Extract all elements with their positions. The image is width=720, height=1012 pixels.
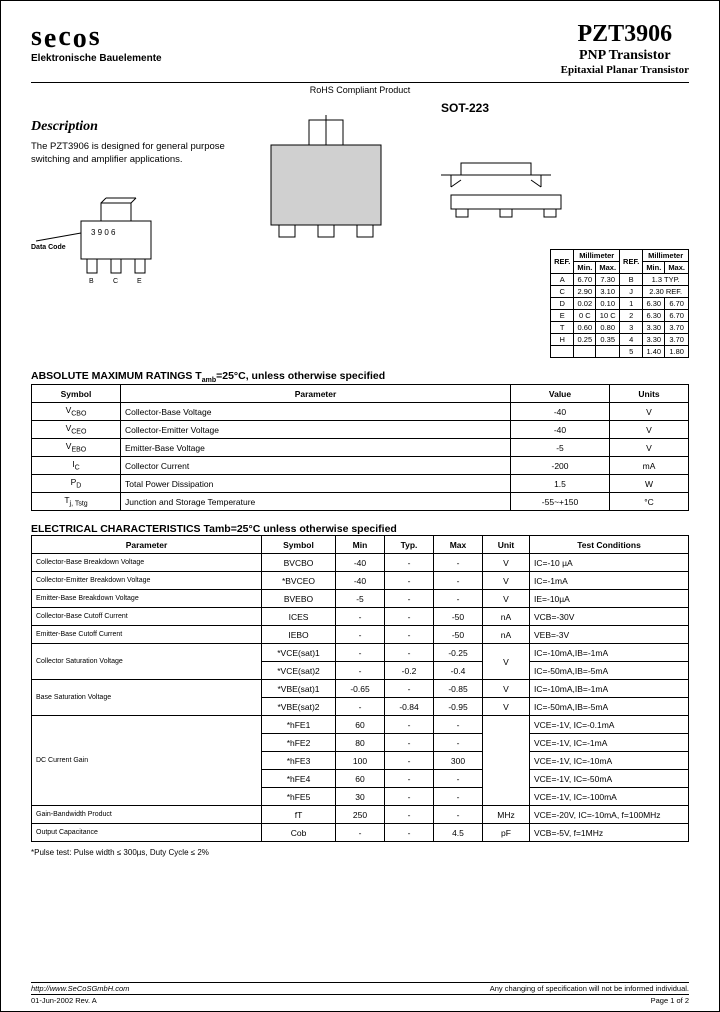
dim-row: E0 C10 C26.306.70 (551, 310, 689, 322)
data-code-label: Data Code (31, 244, 66, 251)
part-type: PNP Transistor (561, 48, 689, 64)
table-row: Emitter-Base Cutoff CurrentIEBO---50nAVE… (32, 626, 689, 644)
package-3d-svg: 3 9 0 6 B C E Data Code (31, 191, 191, 301)
table-row: Tj, TstgJunction and Storage Temperature… (32, 493, 689, 511)
table-row: Collector-Base Breakdown VoltageBVCBO-40… (32, 554, 689, 572)
table-row: PDTotal Power Dissipation1.5W (32, 475, 689, 493)
description-column: Description The PZT3906 is designed for … (31, 101, 231, 358)
table-row: Output CapacitanceCob--4.5pFVCB=-5V, f=1… (32, 824, 689, 842)
footer-disclaimer: Any changing of specification will not b… (490, 984, 689, 993)
dimension-table: REF. Millimeter REF. Millimeter Min.Max.… (550, 249, 689, 358)
col-parameter: Parameter (121, 385, 511, 403)
dim-row: T0.600.8033.303.70 (551, 322, 689, 334)
col-units: Units (610, 385, 689, 403)
page-footer: http://www.SeCoSGmbH.com Any changing of… (31, 982, 689, 1005)
description-body: The PZT3906 is designed for general purp… (31, 141, 231, 167)
table-row: DC Current Gain*hFE160--VCE=-1V, IC=-0.1… (32, 716, 689, 734)
footer-url: http://www.SeCoSGmbH.com (31, 984, 129, 993)
table-row: Emitter-Base Breakdown VoltageBVEBO-5--V… (32, 590, 689, 608)
dim-row: C2.903.10J2.30 REF. (551, 286, 689, 298)
pulse-note: *Pulse test: Pulse width ≤ 300µs, Duty C… (31, 848, 689, 857)
dim-row: H0.250.3543.303.70 (551, 334, 689, 346)
table-row: Gain-Bandwidth ProductfT250--MHzVCE=-20V… (32, 806, 689, 824)
rohs-note: RoHS Compliant Product (31, 85, 689, 95)
table-row: Collector-Emitter Breakdown Voltage*BVCE… (32, 572, 689, 590)
col-value: Value (511, 385, 610, 403)
pin-b-label: B (89, 278, 94, 285)
package-outline-svg (241, 115, 661, 245)
elec-char-title: ELECTRICAL CHARACTERISTICS Tamb=25°C unl… (31, 523, 689, 535)
abs-max-title: ABSOLUTE MAXIMUM RATINGS Tamb=25°C, unle… (31, 370, 689, 384)
abs-max-table: Symbol Parameter Value Units VCBOCollect… (31, 384, 689, 511)
footer-date: 01-Jun-2002 Rev. A (31, 996, 97, 1005)
table-row: ICCollector Current-200mA (32, 457, 689, 475)
part-number: PZT3906 (561, 21, 689, 48)
pin-c-label: C (113, 278, 118, 285)
dim-ref-header-2: REF. (620, 250, 643, 274)
dim-ref-header: REF. (551, 250, 574, 274)
top-section: Description The PZT3906 is designed for … (31, 101, 689, 358)
logo-block: secos Elektronische Bauelemente (31, 21, 162, 76)
table-row: Collector-Base Cutoff CurrentICES---50nA… (32, 608, 689, 626)
marking-text: 3 9 0 6 (91, 228, 116, 237)
elec-char-table: Parameter Symbol Min Typ. Max Unit Test … (31, 535, 689, 842)
title-block: PZT3906 PNP Transistor Epitaxial Planar … (561, 21, 689, 76)
table-row: VCEOCollector-Emitter Voltage-40V (32, 421, 689, 439)
table-row: VCBOCollector-Base Voltage-40V (32, 403, 689, 421)
page-header: secos Elektronische Bauelemente PZT3906 … (31, 21, 689, 83)
pin-e-label: E (137, 278, 142, 285)
datasheet-page: secos Elektronische Bauelemente PZT3906 … (0, 0, 720, 1012)
table-row: VEBOEmitter-Base Voltage-5V (32, 439, 689, 457)
table-row: Collector Saturation Voltage*VCE(sat)1--… (32, 644, 689, 662)
description-title: Description (31, 119, 231, 135)
dim-row: 51.401.80 (551, 346, 689, 358)
part-subtitle: Epitaxial Planar Transistor (561, 64, 689, 76)
dim-mm-header-1: Millimeter (574, 250, 620, 262)
table-row: Base Saturation Voltage*VBE(sat)1-0.65--… (32, 680, 689, 698)
diagram-column: SOT-223 (241, 101, 689, 358)
package-3d-sketch: 3 9 0 6 B C E Data Code (31, 191, 231, 301)
dim-row: A6.707.30B1.3 TYP. (551, 274, 689, 286)
footer-page: Page 1 of 2 (651, 996, 689, 1005)
col-symbol: Symbol (32, 385, 121, 403)
company-logo: secos (31, 21, 162, 53)
package-label: SOT-223 (241, 101, 689, 115)
dim-row: D0.020.1016.306.70 (551, 298, 689, 310)
dim-mm-header-2: Millimeter (643, 250, 689, 262)
